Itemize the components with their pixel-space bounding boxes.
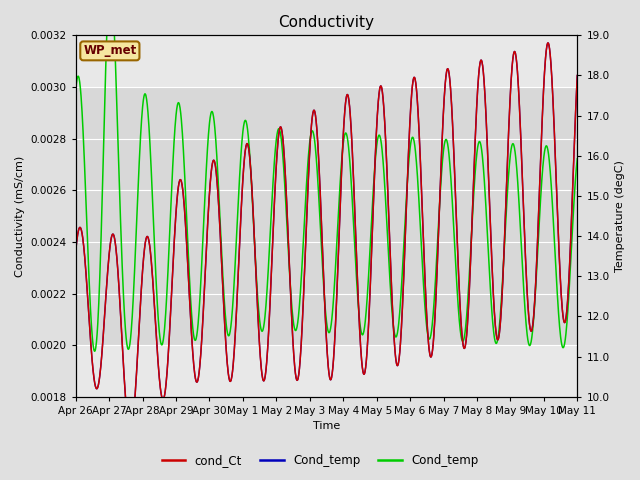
Text: WP_met: WP_met bbox=[83, 44, 136, 58]
Bar bbox=[76, 87, 577, 345]
Title: Conductivity: Conductivity bbox=[278, 15, 374, 30]
Y-axis label: Conductivity (mS/cm): Conductivity (mS/cm) bbox=[15, 156, 25, 276]
X-axis label: Time: Time bbox=[313, 421, 340, 432]
Y-axis label: Temperature (degC): Temperature (degC) bbox=[615, 160, 625, 272]
Legend: cond_Ct, Cond_temp, Cond_temp: cond_Ct, Cond_temp, Cond_temp bbox=[157, 449, 483, 472]
